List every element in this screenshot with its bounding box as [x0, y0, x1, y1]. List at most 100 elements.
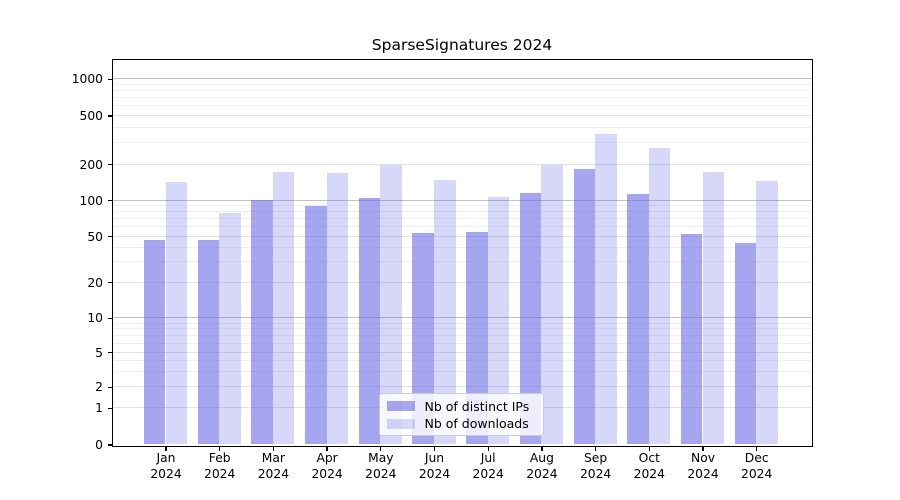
y-tick-label: 0	[95, 438, 103, 452]
y-tick-mark	[108, 164, 113, 166]
x-tick-label-year: 2024	[365, 466, 397, 481]
bar-downloads-mar	[272, 172, 295, 445]
y-tick-mark	[108, 386, 113, 388]
x-tick-mark	[219, 446, 221, 451]
y-tick-mark	[108, 407, 113, 409]
x-tick-label-month: Apr	[316, 451, 338, 465]
x-tick-mark	[272, 446, 275, 451]
gridline	[113, 281, 812, 283]
x-tick-label: Sep 2024	[568, 451, 624, 482]
legend-label-downloads: Nb of downloads	[424, 416, 529, 432]
bar-downloads-jul	[487, 197, 510, 445]
gridline-minor	[113, 211, 812, 213]
x-tick-label-year: 2024	[526, 466, 558, 481]
gridline	[113, 386, 812, 388]
x-tick-label-month: Jun	[424, 451, 445, 465]
gridline-minor	[113, 83, 812, 85]
gridline-minor	[113, 335, 812, 336]
chart-title: SparseSignatures 2024	[371, 36, 553, 54]
x-tick-label-month: Oct	[638, 451, 660, 465]
y-tick-label: 50	[87, 229, 103, 244]
x-tick-label-year: 2024	[311, 466, 343, 481]
bar-downloads-apr	[326, 172, 349, 445]
x-tick-mark	[756, 446, 758, 451]
x-tick-mark	[380, 446, 382, 451]
bar-distinct-ips-aug	[519, 193, 542, 445]
x-tick-label-month: Aug	[529, 451, 554, 465]
y-tick-mark	[108, 317, 113, 319]
bar-downloads-feb	[219, 213, 241, 445]
bar-distinct-ips-dec	[734, 242, 757, 445]
bar-distinct-ips-mar	[251, 200, 273, 445]
x-tick-label-month: May	[368, 451, 394, 465]
y-tick-mark	[108, 115, 113, 117]
gridline-minor	[113, 342, 812, 344]
x-tick-label: Dec 2024	[729, 451, 785, 482]
gridline	[113, 163, 812, 165]
gridline	[113, 115, 812, 116]
x-tick-mark	[487, 446, 489, 451]
legend-label-distinct-ips: Nb of distinct IPs	[424, 398, 530, 414]
gridline	[113, 78, 812, 80]
legend-item-downloads: Nb of downloads	[386, 415, 543, 433]
x-tick-label-year: 2024	[633, 466, 665, 481]
y-tick-label: 2	[95, 380, 103, 395]
y-tick-label: 500	[79, 109, 103, 123]
bar-downloads-oct	[648, 147, 671, 445]
x-tick-label-month: Dec	[744, 451, 769, 465]
bar-distinct-ips-oct	[627, 194, 649, 445]
x-tick-mark	[541, 446, 543, 451]
x-tick-label-year: 2024	[741, 466, 773, 481]
y-tick-label: 20	[87, 275, 103, 290]
y-tick-label: 5	[95, 345, 103, 360]
x-tick-label-year: 2024	[687, 466, 719, 481]
y-tick-label: 200	[79, 157, 103, 172]
gridline-minor	[113, 261, 812, 263]
gridline-minor	[113, 126, 812, 128]
gridline	[113, 351, 812, 353]
x-tick-label-month: Jan	[156, 451, 176, 465]
x-tick-label-month: Jul	[480, 451, 496, 465]
y-tick-mark	[108, 352, 113, 354]
gridline	[113, 235, 812, 237]
gridline-minor	[113, 328, 812, 330]
bar-downloads-nov	[702, 172, 725, 445]
bar-downloads-jun	[434, 180, 456, 445]
plot-area: Nb of distinct IPs Nb of downloads	[112, 58, 813, 447]
gridline-minor	[113, 226, 812, 228]
y-tick-mark	[108, 236, 113, 238]
bar-distinct-ips-sep	[573, 168, 596, 445]
x-tick-label: Mar 2024	[245, 451, 301, 482]
bar-downloads-dec	[756, 180, 778, 445]
bar-downloads-jan	[165, 182, 188, 445]
y-tick-label: 100	[79, 193, 103, 208]
x-tick-mark	[648, 446, 650, 451]
x-tick-label: Oct 2024	[621, 451, 677, 482]
y-tick-label: 10	[87, 311, 103, 326]
x-tick-label: May 2024	[353, 451, 409, 482]
gridline-minor	[113, 142, 812, 144]
gridline-minor	[113, 218, 812, 220]
bar-downloads-may	[380, 165, 402, 445]
bar-distinct-ips-may	[358, 198, 381, 445]
x-tick-mark	[702, 446, 704, 451]
y-tick-mark	[108, 444, 113, 446]
x-tick-mark	[165, 446, 167, 451]
legend-swatch-downloads	[386, 418, 415, 429]
y-tick-label: 1000	[71, 72, 103, 87]
x-tick-label-year: 2024	[257, 466, 290, 481]
x-tick-mark	[326, 446, 328, 451]
x-tick-label: Jul 2024	[460, 451, 516, 482]
x-tick-label: Apr 2024	[299, 451, 355, 482]
bar-distinct-ips-feb	[197, 240, 220, 445]
x-tick-label: Feb 2024	[192, 451, 248, 482]
x-tick-label: Aug 2024	[514, 451, 570, 482]
gridline	[113, 317, 812, 319]
x-tick-mark	[433, 446, 436, 451]
y-tick-mark	[108, 200, 113, 202]
gridline-minor	[113, 90, 812, 92]
x-tick-label-year: 2024	[150, 466, 182, 481]
x-tick-label-month: Nov	[691, 451, 715, 465]
x-tick-label-month: Mar	[261, 451, 285, 465]
gridline-minor	[113, 322, 812, 324]
